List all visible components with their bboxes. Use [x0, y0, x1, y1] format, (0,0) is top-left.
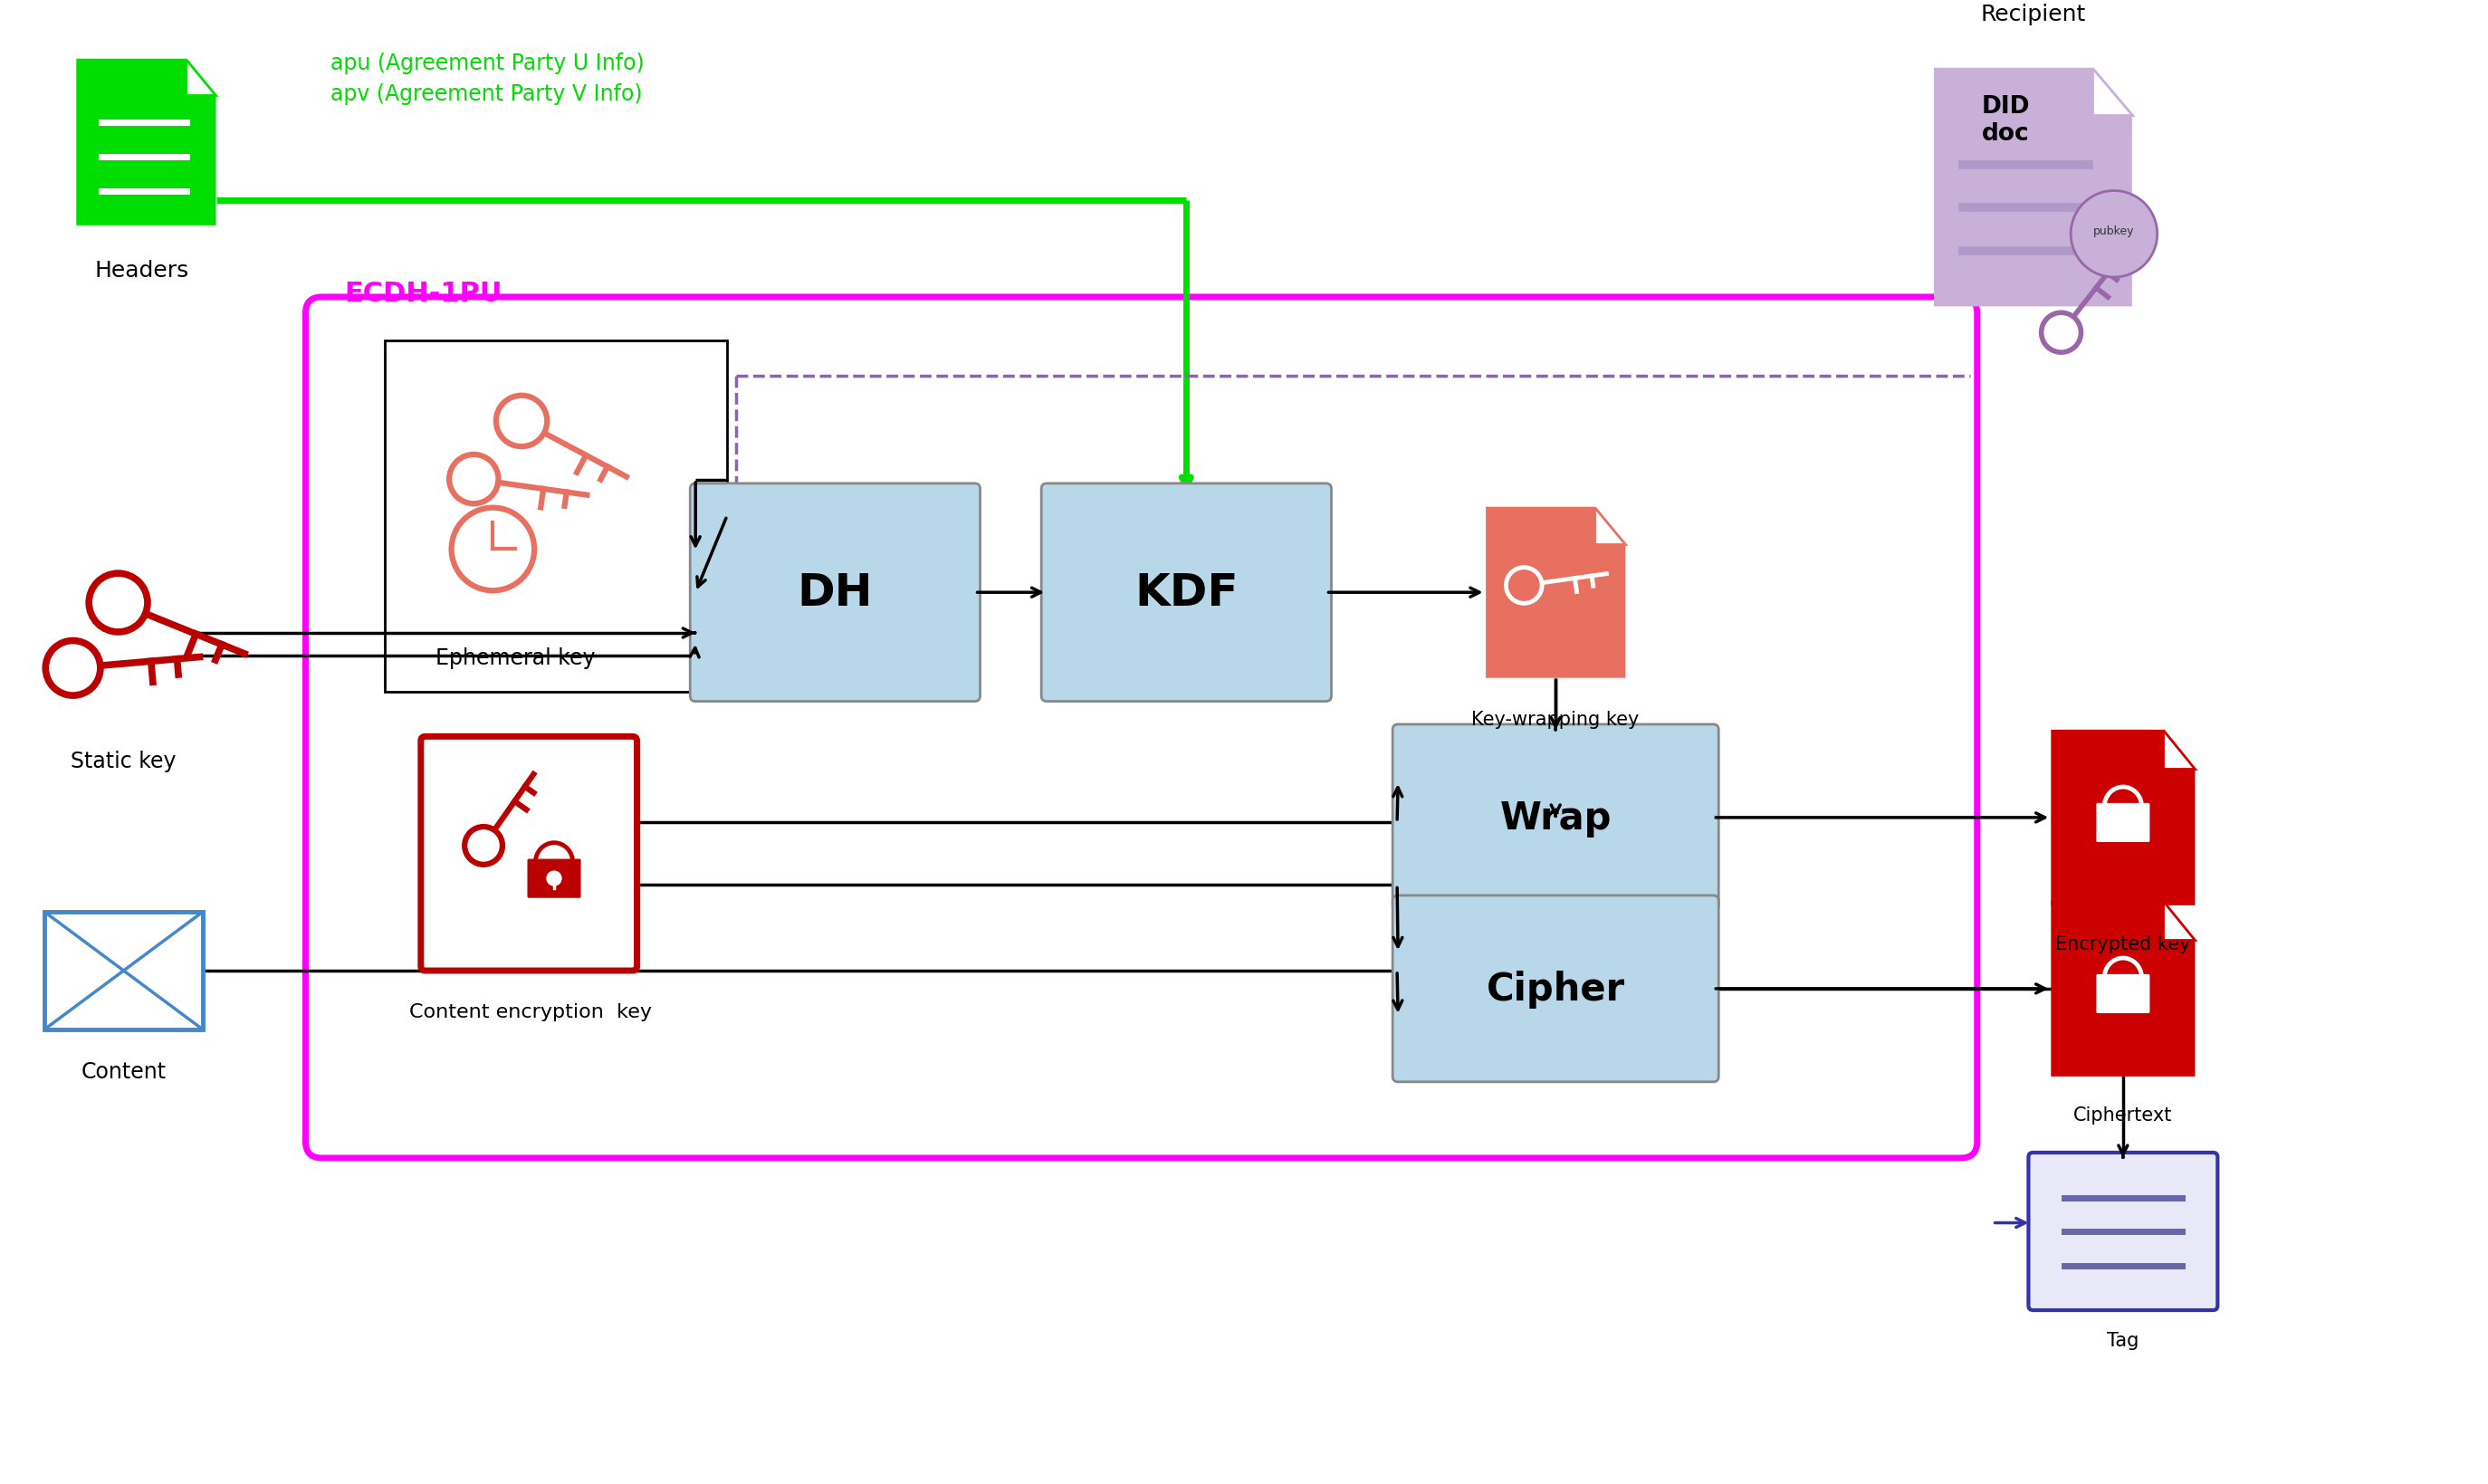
FancyBboxPatch shape: [2097, 975, 2150, 1014]
FancyBboxPatch shape: [420, 738, 637, 971]
Text: ECDH-1PU: ECDH-1PU: [343, 280, 503, 307]
Text: Wrap: Wrap: [1500, 798, 1612, 837]
FancyBboxPatch shape: [527, 859, 580, 898]
FancyBboxPatch shape: [689, 484, 980, 702]
Circle shape: [547, 871, 562, 886]
Text: KDF: KDF: [1135, 571, 1239, 614]
FancyBboxPatch shape: [2097, 804, 2150, 841]
FancyBboxPatch shape: [306, 298, 1978, 1158]
FancyBboxPatch shape: [386, 341, 726, 692]
Polygon shape: [2050, 901, 2194, 1077]
Text: DID
doc: DID doc: [1983, 95, 2030, 145]
Text: Static key: Static key: [70, 751, 177, 772]
Polygon shape: [1933, 68, 2132, 307]
Text: Content encryption  key: Content encryption key: [411, 1002, 652, 1021]
Text: Headers: Headers: [95, 260, 189, 282]
FancyBboxPatch shape: [1393, 724, 1719, 911]
Text: Ciphertext: Ciphertext: [2073, 1106, 2172, 1123]
FancyBboxPatch shape: [2028, 1153, 2217, 1310]
FancyBboxPatch shape: [2097, 804, 2150, 841]
Polygon shape: [2165, 730, 2194, 769]
Text: Tag: Tag: [2107, 1331, 2140, 1349]
Text: Encrypted key: Encrypted key: [2055, 935, 2189, 953]
Text: pubkey: pubkey: [2092, 226, 2135, 237]
Polygon shape: [2035, 1158, 2212, 1306]
Text: Content: Content: [82, 1061, 167, 1083]
Text: Key-wrapping key: Key-wrapping key: [1473, 709, 1640, 729]
Polygon shape: [2092, 68, 2132, 116]
FancyBboxPatch shape: [1042, 484, 1331, 702]
Polygon shape: [184, 59, 216, 96]
Polygon shape: [2050, 730, 2194, 905]
Bar: [45, 913, 202, 1030]
Text: apu (Agreement Party U Info)
apv (Agreement Party V Info): apu (Agreement Party U Info) apv (Agreem…: [331, 53, 644, 105]
Circle shape: [2115, 816, 2130, 830]
Circle shape: [2070, 191, 2157, 278]
FancyBboxPatch shape: [1393, 896, 1719, 1082]
Polygon shape: [1595, 508, 1625, 545]
Polygon shape: [1485, 508, 1625, 678]
Text: Cipher: Cipher: [1485, 971, 1625, 1008]
Circle shape: [2115, 987, 2130, 1002]
Text: Ephemeral key: Ephemeral key: [435, 647, 595, 669]
Text: DH: DH: [796, 571, 873, 614]
Text: Recipient: Recipient: [1980, 4, 2085, 25]
Circle shape: [2115, 816, 2130, 830]
Polygon shape: [2165, 901, 2194, 939]
Polygon shape: [77, 59, 216, 226]
